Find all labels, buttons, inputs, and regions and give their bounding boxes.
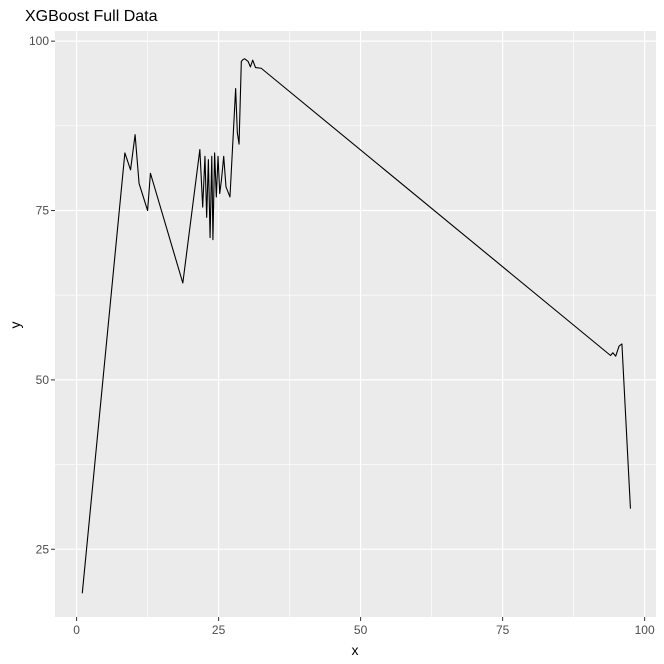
x-tick-label: 50 <box>354 623 368 637</box>
y-tick-label: 75 <box>36 204 50 218</box>
x-tick-label: 100 <box>635 623 655 637</box>
x-tick-label: 75 <box>496 623 510 637</box>
chart-title: XGBoost Full Data <box>25 8 158 25</box>
y-tick-label: 25 <box>36 542 50 556</box>
grid-lines <box>55 31 656 617</box>
plot-panel <box>55 31 656 617</box>
x-axis: 0 25 50 75 100 <box>73 617 655 637</box>
y-tick-label: 100 <box>29 34 49 48</box>
series-line <box>81 58 631 594</box>
series-lines <box>81 58 631 594</box>
x-tick-label: 0 <box>73 623 80 637</box>
y-axis: 25 50 75 100 <box>29 34 55 556</box>
y-tick-label: 50 <box>36 373 50 387</box>
x-tick-label: 25 <box>212 623 226 637</box>
x-axis-title: x <box>352 642 359 658</box>
y-axis-title: y <box>7 322 23 329</box>
